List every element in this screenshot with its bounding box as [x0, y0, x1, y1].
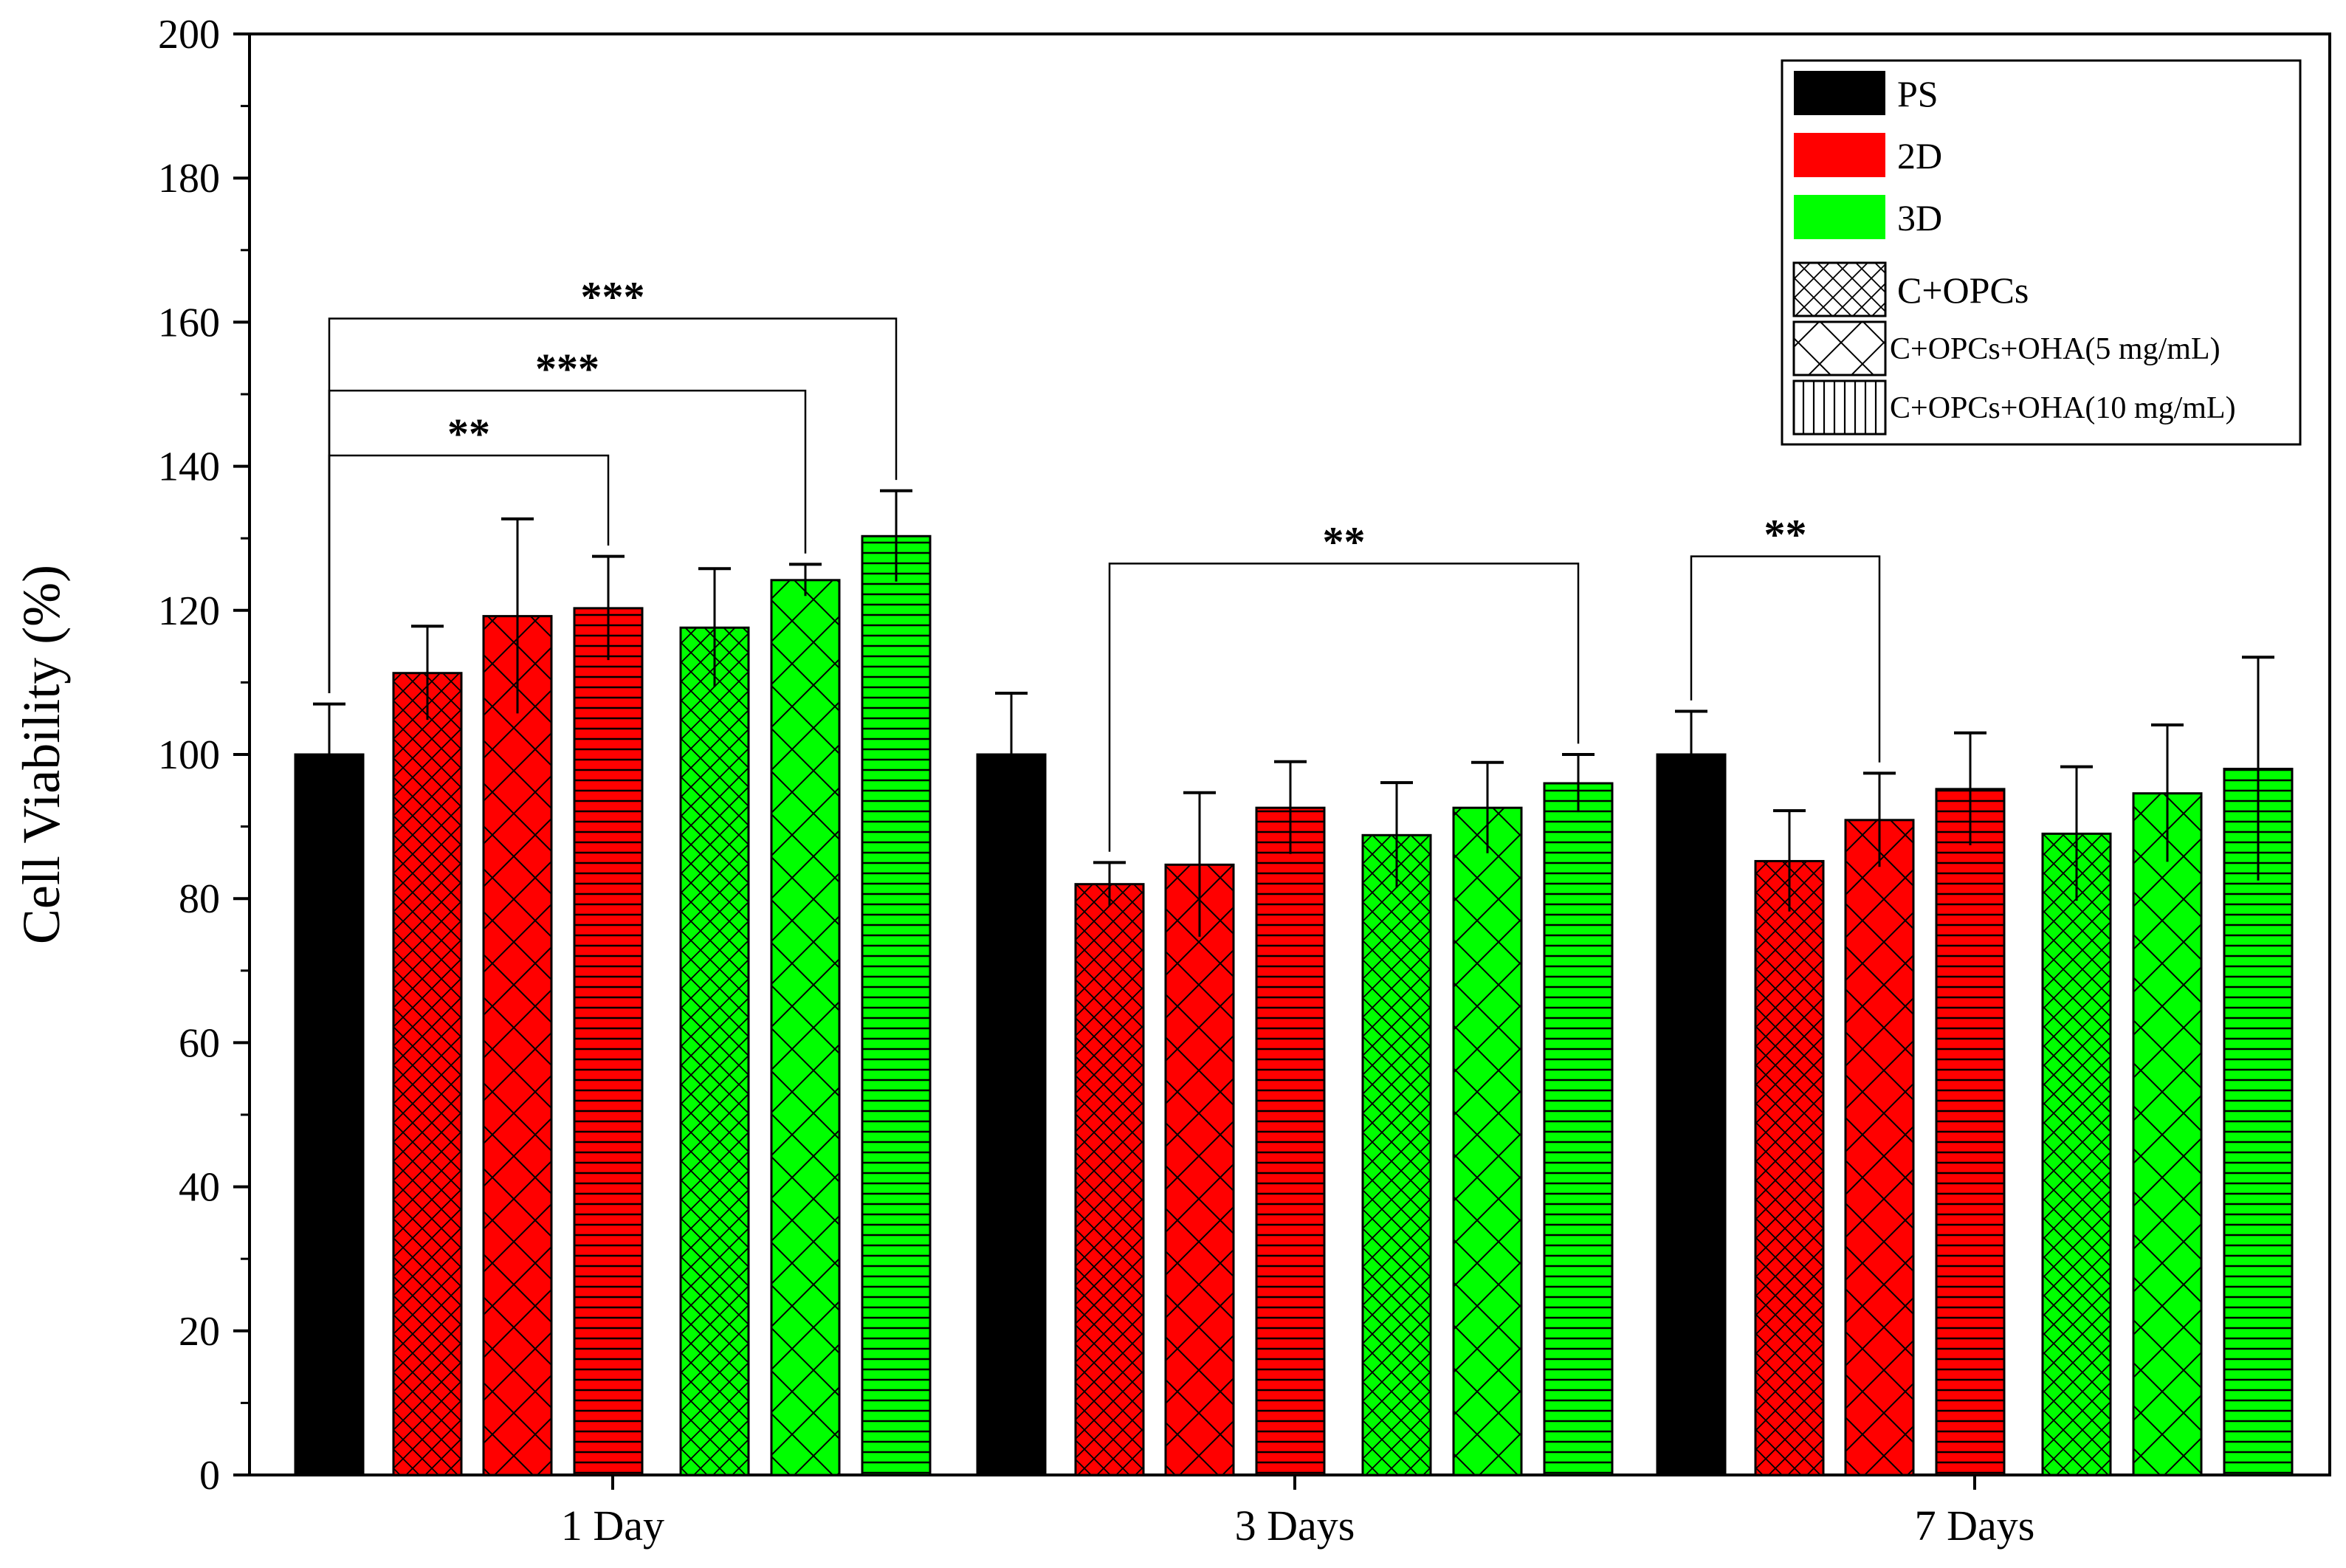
y-tick-label: 120: [158, 588, 220, 634]
bar-pattern: [1755, 861, 1823, 1475]
significance-label: ***: [535, 345, 599, 393]
x-tick-label: 7 Days: [1915, 1502, 2035, 1550]
bar-pattern: [1936, 788, 2004, 1475]
significance-label: **: [1323, 517, 1366, 565]
legend-label: PS: [1897, 73, 1939, 114]
legend-label: C+OPCs: [1897, 269, 2029, 311]
bar-pattern: [862, 536, 930, 1475]
bar: [295, 754, 363, 1475]
legend: PS 2D 3D C+OPCs C+OPCs+OHA(5 mg/mL) C+OPCs+OH…: [1781, 59, 2302, 446]
y-tick-label: 60: [179, 1020, 220, 1066]
bar-pattern: [574, 608, 642, 1475]
legend-swatch: [1794, 133, 1885, 177]
significance-bracket: [328, 454, 610, 694]
legend-label: C+OPCs+OHA(10 mg/mL): [1890, 391, 2236, 425]
bar-pattern: [1454, 808, 1521, 1475]
y-tick-label: 0: [199, 1453, 220, 1499]
error-bars: [313, 489, 2274, 937]
y-tick-label: 80: [179, 876, 220, 922]
significance-label: **: [447, 410, 490, 458]
bar-pattern: [1544, 783, 1612, 1475]
bar: [1657, 754, 1725, 1475]
bar-pattern: [2224, 768, 2292, 1475]
bar-group: [294, 534, 2294, 1476]
y-axis: 0 20 40 60 80 100 120 140 160 180 200: [158, 12, 250, 1499]
legend-swatch-pattern: [1792, 379, 1887, 436]
bar-pattern: [484, 616, 551, 1476]
significance-bracket: [1690, 555, 1881, 763]
bar-pattern: [771, 580, 839, 1475]
legend-label: C+OPCs+OHA(5 mg/mL): [1890, 332, 2221, 366]
bar-pattern: [2043, 833, 2111, 1475]
bar-pattern: [1076, 884, 1143, 1475]
x-tick-label: 1 Day: [561, 1502, 664, 1550]
bar-pattern: [2133, 793, 2201, 1475]
y-tick-label: 20: [179, 1309, 220, 1355]
y-tick-label: 200: [158, 12, 220, 58]
bar: [977, 754, 1045, 1475]
y-tick-label: 180: [158, 156, 220, 202]
significance-label: ***: [581, 273, 645, 321]
bar-pattern: [1363, 835, 1431, 1475]
significance-label: **: [1764, 511, 1807, 559]
bar-pattern: [1846, 819, 1913, 1475]
legend-swatch: [1794, 195, 1885, 239]
y-tick-label: 100: [158, 732, 220, 778]
x-tick-label: 3 Days: [1235, 1502, 1355, 1550]
y-tick-label: 40: [179, 1165, 220, 1211]
x-axis: 1 Day 3 Days 7 Days: [561, 1475, 2034, 1550]
bar-pattern: [681, 627, 749, 1475]
bar-pattern: [393, 673, 461, 1476]
legend-label: 3D: [1897, 197, 1942, 238]
legend-swatch-pattern: [1792, 261, 1887, 317]
y-axis-label: Cell Viability (%): [12, 565, 71, 944]
y-tick-label: 160: [158, 300, 220, 345]
legend-label: 2D: [1897, 135, 1942, 176]
significance-bracket: [1108, 563, 1580, 852]
significance-brackets: ********** **: [328, 273, 1881, 852]
legend-swatch: [1794, 71, 1885, 115]
y-tick-label: 140: [158, 444, 220, 490]
bar-pattern: [1166, 864, 1234, 1475]
legend-swatch-pattern: [1792, 320, 1887, 376]
bar-pattern: [1256, 808, 1324, 1475]
